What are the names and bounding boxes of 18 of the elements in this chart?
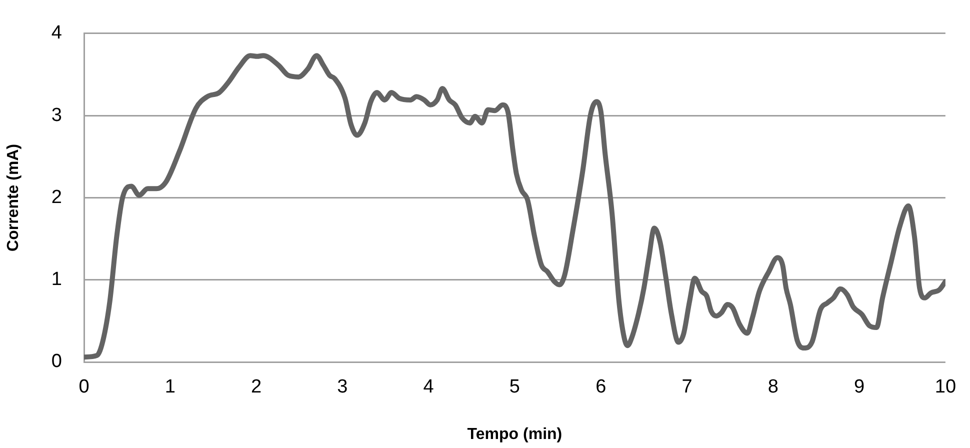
y-tick-label: 4 [51,22,62,44]
x-tick-label: 6 [596,376,606,398]
y-tick-label: 1 [51,269,62,290]
y-axis-title: Corrente (mA) [5,144,22,252]
x-axis-title: Tempo (min) [467,426,562,443]
y-tick-label: 0 [51,351,62,372]
y-tick-label: 2 [51,186,62,208]
x-tick-label: 9 [854,376,865,398]
y-tick-label: 3 [51,104,62,126]
x-tick-label: 1 [164,376,176,398]
x-tick-label: 2 [251,376,262,398]
x-tick-label: 5 [509,376,520,398]
x-tick-label: 4 [423,376,434,398]
x-tick-label: 0 [78,376,90,398]
x-tick-label: 10 [934,376,956,398]
x-tick-label: 8 [768,376,778,398]
x-tick-label: 3 [337,376,348,398]
x-tick-label: 7 [682,376,692,398]
